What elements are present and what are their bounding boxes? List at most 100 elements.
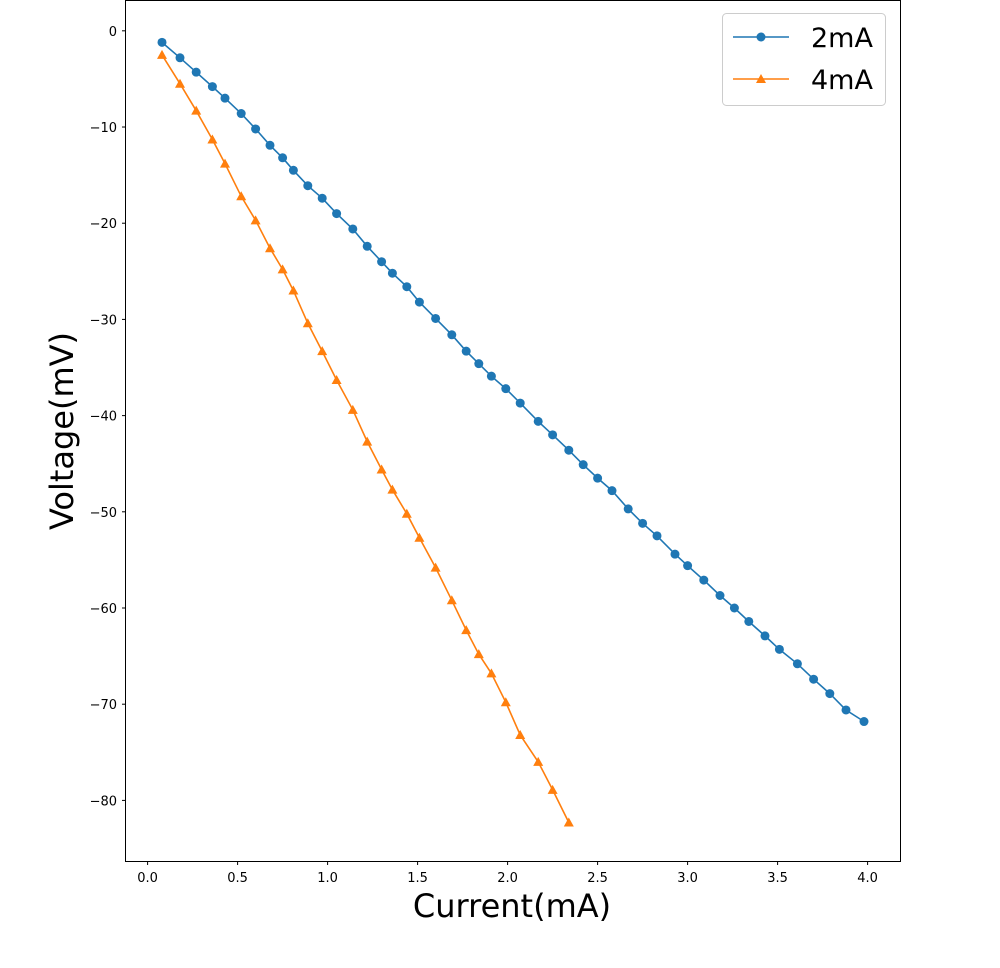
data-point-2mA	[402, 282, 412, 292]
data-point-4mA	[515, 729, 526, 739]
data-point-2mA	[515, 398, 525, 408]
x-tick-label: 1.5	[407, 871, 428, 886]
data-point-2mA	[236, 109, 246, 119]
data-point-4mA	[387, 484, 398, 494]
data-point-4mA	[533, 756, 544, 766]
x-tick-label: 2.5	[587, 871, 608, 886]
y-tick-label: −50	[90, 506, 117, 521]
data-point-4mA	[362, 436, 373, 446]
data-point-4mA	[563, 817, 574, 827]
legend-label: 4mA	[811, 65, 873, 96]
data-point-2mA	[623, 504, 633, 514]
data-point-2mA	[332, 209, 342, 219]
x-tick-label: 3.5	[767, 871, 788, 886]
data-point-4mA	[250, 215, 261, 225]
data-point-2mA	[593, 473, 603, 483]
data-point-4mA	[236, 191, 247, 201]
data-point-2mA	[157, 37, 167, 47]
data-point-4mA	[430, 562, 441, 572]
data-point-2mA	[548, 430, 558, 440]
data-point-2mA	[729, 603, 739, 613]
data-point-2mA	[670, 549, 680, 559]
series-4mA	[157, 49, 574, 827]
data-point-4mA	[191, 105, 202, 115]
series-2mA	[157, 37, 869, 727]
data-point-2mA	[207, 82, 217, 92]
plot-area	[157, 37, 869, 827]
data-point-4mA	[473, 649, 484, 659]
data-point-4mA	[486, 668, 497, 678]
y-tick-label: −80	[90, 794, 117, 809]
data-point-4mA	[461, 625, 472, 635]
legend-marker	[756, 74, 766, 83]
data-point-2mA	[278, 153, 288, 163]
data-point-4mA	[317, 346, 328, 356]
data-point-2mA	[578, 460, 588, 470]
data-point-4mA	[347, 404, 358, 414]
data-point-2mA	[607, 486, 617, 496]
data-point-2mA	[774, 644, 784, 654]
x-tick-label: 0.5	[227, 871, 248, 886]
y-tick-label: −40	[90, 410, 117, 425]
axes-frame	[125, 0, 901, 862]
data-point-2mA	[431, 313, 441, 323]
y-tick-label: −20	[90, 217, 117, 232]
y-axis-title: Voltage(mV)	[43, 332, 81, 530]
data-point-2mA	[792, 659, 802, 669]
x-tick-label: 2.0	[497, 871, 518, 886]
data-point-2mA	[809, 674, 819, 684]
data-point-2mA	[447, 330, 457, 340]
legend-label: 2mA	[811, 23, 873, 54]
data-point-4mA	[547, 784, 558, 794]
data-point-2mA	[414, 297, 424, 307]
x-tick-label: 0.0	[137, 871, 158, 886]
x-tick-label: 4.0	[857, 871, 878, 886]
data-point-2mA	[461, 346, 471, 356]
data-point-2mA	[317, 193, 327, 203]
data-point-2mA	[303, 181, 313, 191]
data-point-2mA	[474, 359, 484, 369]
y-tick-label: −10	[90, 121, 117, 136]
y-tick-label: −70	[90, 698, 117, 713]
data-point-2mA	[377, 257, 387, 267]
data-point-4mA	[157, 49, 167, 59]
data-point-4mA	[500, 697, 511, 707]
data-point-2mA	[841, 705, 851, 715]
data-point-4mA	[376, 464, 387, 474]
series-line-4mA	[161, 54, 570, 823]
x-tick-label: 1.0	[317, 871, 338, 886]
y-tick-label: 0	[109, 25, 117, 40]
x-axis: 0.0 0.5 1.0 1.5 2.0 2.5 3.0 3.5 4.0	[137, 861, 878, 886]
data-point-2mA	[362, 241, 372, 251]
y-tick-label: −60	[90, 602, 117, 617]
data-point-2mA	[265, 140, 275, 150]
data-point-2mA	[699, 575, 709, 585]
data-point-2mA	[486, 371, 496, 381]
data-point-2mA	[288, 165, 298, 175]
data-point-4mA	[302, 318, 313, 328]
data-point-2mA	[652, 531, 662, 541]
data-point-4mA	[446, 595, 457, 605]
data-point-2mA	[251, 124, 261, 134]
data-point-2mA	[715, 590, 725, 600]
data-point-4mA	[207, 134, 218, 144]
data-point-2mA	[348, 224, 358, 234]
x-axis-title: Current(mA)	[413, 887, 611, 925]
y-axis: 0 −10 −20 −30 −40 −50 −60 −70 −80	[90, 25, 126, 809]
data-point-4mA	[288, 285, 299, 295]
data-point-2mA	[564, 445, 574, 455]
data-point-2mA	[501, 384, 511, 394]
data-point-2mA	[744, 616, 754, 626]
data-point-4mA	[277, 264, 288, 274]
data-point-2mA	[387, 268, 397, 278]
data-point-4mA	[414, 532, 425, 542]
data-point-2mA	[859, 717, 869, 727]
data-point-2mA	[191, 67, 201, 77]
data-point-2mA	[175, 53, 185, 63]
data-point-4mA	[220, 158, 230, 168]
data-point-4mA	[265, 243, 275, 253]
x-tick-label: 3.0	[677, 871, 698, 886]
data-point-4mA	[401, 508, 412, 518]
